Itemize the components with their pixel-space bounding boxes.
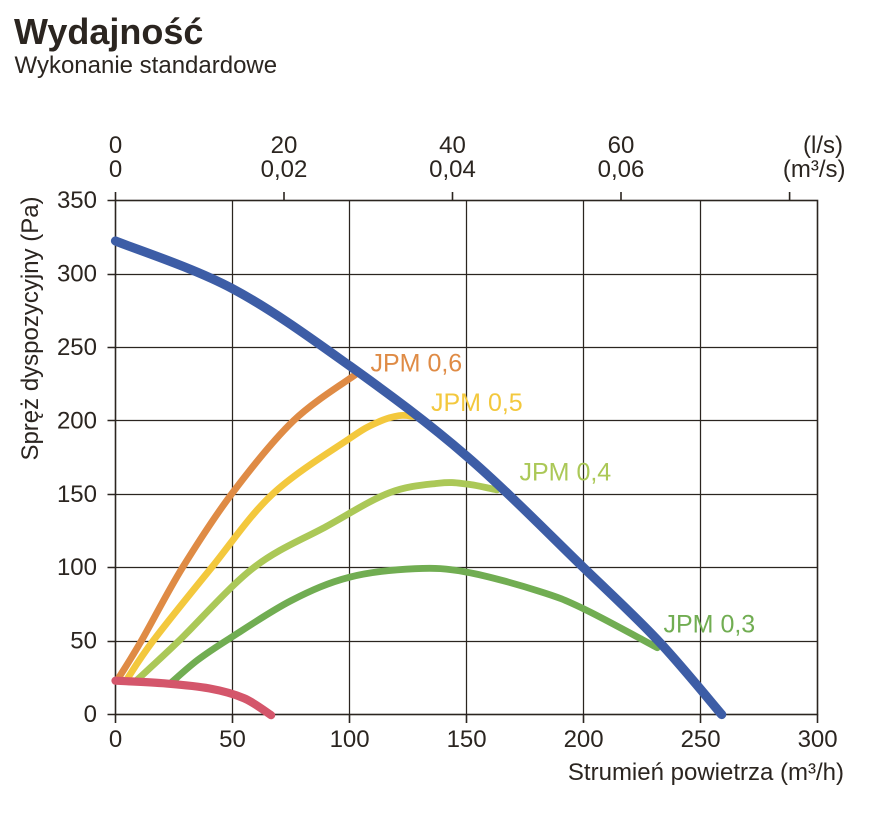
svg-text:JPM 0,6: JPM 0,6 [371,350,463,378]
svg-text:300: 300 [798,726,838,753]
svg-text:0: 0 [109,132,122,159]
svg-text:200: 200 [564,726,604,753]
svg-text:300: 300 [57,261,97,288]
svg-text:50: 50 [219,726,246,753]
svg-text:0: 0 [84,701,97,728]
svg-text:0,04: 0,04 [429,156,476,183]
svg-text:250: 250 [681,726,721,753]
svg-text:Strumień powietrza (m³/h): Strumień powietrza (m³/h) [568,759,844,786]
svg-text:0: 0 [109,726,122,753]
svg-text:JPM 0,5: JPM 0,5 [431,389,523,417]
svg-text:(l/s): (l/s) [803,132,843,159]
svg-text:0,02: 0,02 [261,156,308,183]
svg-text:150: 150 [57,481,97,508]
svg-text:100: 100 [330,726,370,753]
svg-text:50: 50 [70,628,97,655]
svg-text:0,06: 0,06 [598,156,645,183]
svg-text:JPM 0,3: JPM 0,3 [664,611,756,639]
svg-text:20: 20 [271,132,298,159]
svg-text:250: 250 [57,334,97,361]
svg-text:JPM 0,4: JPM 0,4 [520,458,612,486]
svg-text:150: 150 [447,726,487,753]
svg-text:100: 100 [57,554,97,581]
svg-text:Wykonanie standardowe: Wykonanie standardowe [15,52,278,79]
svg-text:Spręż dyspozycyjny (Pa): Spręż dyspozycyjny (Pa) [17,196,44,460]
svg-text:(m³/s): (m³/s) [783,156,846,183]
svg-text:200: 200 [57,407,97,434]
svg-text:0: 0 [109,156,122,183]
svg-text:60: 60 [608,132,635,159]
svg-text:40: 40 [439,132,466,159]
svg-text:Wydajność: Wydajność [14,11,203,52]
svg-text:350: 350 [57,187,97,214]
